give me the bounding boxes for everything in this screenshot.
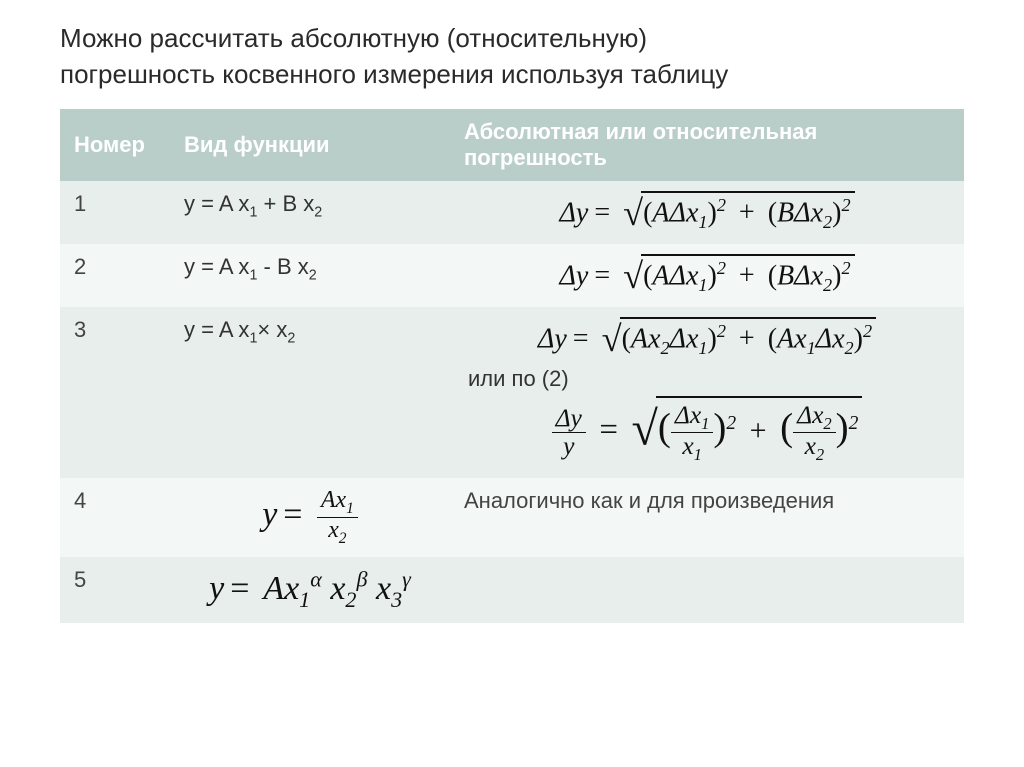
cell-err: Аналогично как и для произведения [450,478,964,557]
title-line-1: Можно рассчитать абсолютную (относительн… [60,23,647,53]
cell-note: или по (2) [468,366,950,392]
row4-err-text: Аналогично как и для произведения [464,488,834,513]
header-func: Вид функции [170,109,450,181]
cell-err: Δy= √ (AΔx1)2 + (BΔx2)2 [450,244,964,307]
table-row: 1 y = A x1 + B x2 Δy= √ (AΔx1)2 + (BΔx2)… [60,181,964,244]
cell-func: y= Ax1α x2β x3γ [170,557,450,623]
cell-err: Δy= √ (Ax2Δx1)2 + (Ax1Δx2)2 или по (2) Δ… [450,307,964,478]
header-err: Абсолютная или относительная погрешность [450,109,964,181]
table-row: 5 y= Ax1α x2β x3γ [60,557,964,623]
cell-err: Δy= √ (AΔx1)2 + (BΔx2)2 [450,181,964,244]
cell-num: 2 [60,244,170,307]
cell-func: y = A x1 - B x2 [170,244,450,307]
cell-func: y = A x1 + B x2 [170,181,450,244]
cell-func: y= Ax1x2 [170,478,450,557]
cell-err [450,557,964,623]
table-row: 3 y = A x1× x2 Δy= √ (Ax2Δx1)2 + (Ax1Δx2… [60,307,964,478]
table-row: 4 y= Ax1x2 Аналогично как и для произвед… [60,478,964,557]
cell-num: 4 [60,478,170,557]
table-header-row: Номер Вид функции Абсолютная или относит… [60,109,964,181]
cell-num: 5 [60,557,170,623]
cell-num: 3 [60,307,170,478]
title-line-2: погрешность косвенного измерения использ… [60,59,728,89]
cell-num: 1 [60,181,170,244]
error-table: Номер Вид функции Абсолютная или относит… [60,109,964,623]
page-title: Можно рассчитать абсолютную (относительн… [60,20,964,93]
header-num: Номер [60,109,170,181]
table-row: 2 y = A x1 - B x2 Δy= √ (AΔx1)2 + (BΔx2)… [60,244,964,307]
cell-func: y = A x1× x2 [170,307,450,478]
